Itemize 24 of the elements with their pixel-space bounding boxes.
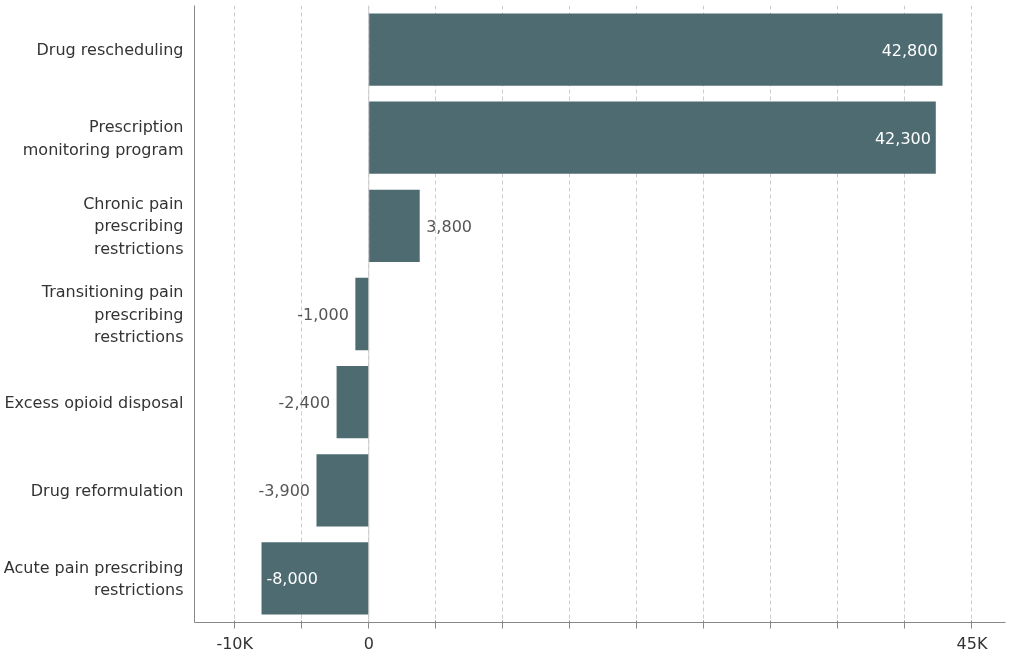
bar [368,13,943,86]
data-label: -3,900 [258,481,310,501]
bar [261,542,369,615]
y-tick-label: Acute pain prescribing restrictions [3,557,184,600]
y-tick-label: Excess opioid disposal [4,392,184,412]
y-tick-label: Chronic pain prescribing restrictions [83,193,184,259]
y-tick-label: Drug rescheduling [36,40,184,60]
x-tick-label: -10K [216,633,254,653]
data-label: -2,400 [278,393,331,413]
data-label: 3,800 [426,216,472,236]
data-label: 42,800 [881,40,938,60]
x-tick-label: 45K [956,633,988,653]
bar [316,454,369,527]
y-tick-label: Prescription monitoring program [22,116,184,159]
y-tick-label: Transitioning pain prescribing restrictions [40,281,184,347]
data-label: -8,000 [266,569,318,589]
data-label: 42,300 [874,128,931,148]
bar [336,366,369,439]
bar [368,189,420,262]
bar [368,101,936,174]
data-label: -1,000 [297,305,349,324]
x-tick-label: 0 [363,633,374,653]
y-tick-label: Drug reformulation [30,480,184,500]
bar [355,277,369,351]
